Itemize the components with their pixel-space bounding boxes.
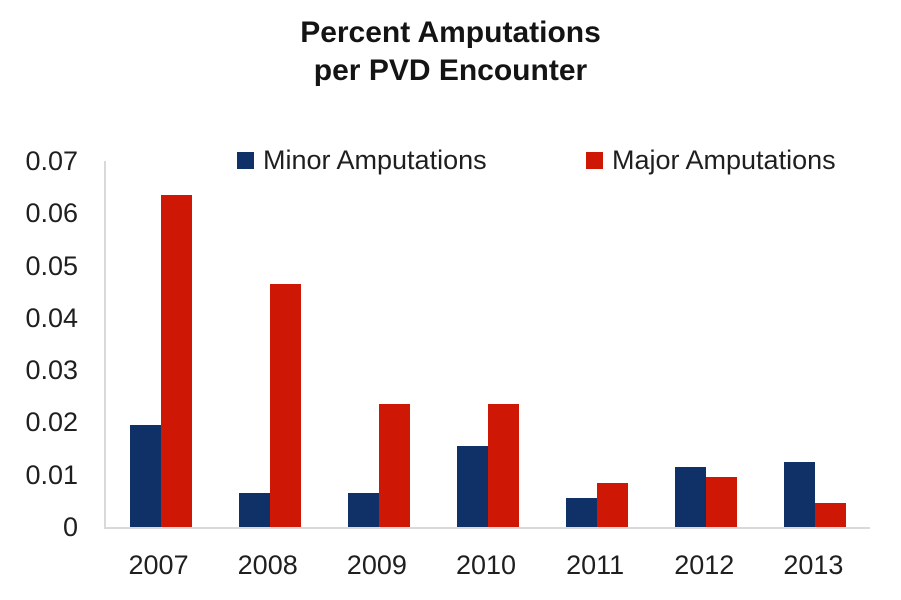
bar-major-2012 xyxy=(706,477,737,527)
bar-minor-2011 xyxy=(566,498,597,527)
x-tick-label-2009: 2009 xyxy=(346,550,407,580)
minor-series-swatch-icon xyxy=(237,151,254,169)
bar-major-2013 xyxy=(815,503,846,527)
x-tick-label-2013: 2013 xyxy=(783,550,844,580)
y-axis-labels: 0 0.01 0.02 0.03 0.04 0.05 0.06 0.07 xyxy=(4,147,78,541)
x-tick-label-2010: 2010 xyxy=(455,550,517,580)
chart-title-line1: Percent Amputations xyxy=(300,16,601,49)
legend-label-minor: Minor Amputations xyxy=(263,145,487,175)
bar-major-2011 xyxy=(597,483,628,527)
major-series-swatch-icon xyxy=(586,151,603,169)
legend-item-minor: Minor Amputations xyxy=(237,146,487,174)
chart-title: Percent Amputations per PVD Encounter xyxy=(0,14,901,90)
bar-major-2008 xyxy=(270,284,301,527)
y-tick-label: 0 xyxy=(62,512,78,542)
bar-major-2009 xyxy=(379,404,410,527)
bar-minor-2007 xyxy=(130,425,161,527)
bar-major-2007 xyxy=(161,195,192,527)
y-tick-label: 0.03 xyxy=(25,355,78,386)
legend-item-major: Major Amputations xyxy=(586,146,836,174)
y-tick-label: 0.05 xyxy=(25,250,78,281)
bar-minor-2008 xyxy=(239,493,270,527)
x-axis-labels: 2007 2008 2009 2010 2011 2012 2013 xyxy=(104,548,868,584)
y-tick-label: 0.06 xyxy=(25,198,78,229)
x-tick-label-2012: 2012 xyxy=(674,550,735,580)
chart-title-line2: per PVD Encounter xyxy=(313,54,588,87)
bar-minor-2012 xyxy=(675,467,706,527)
y-tick-label: 0.04 xyxy=(25,302,78,333)
bar-minor-2009 xyxy=(348,493,379,527)
legend: Minor Amputations Major Amputations xyxy=(0,146,901,174)
y-tick-label: 0.01 xyxy=(25,459,78,490)
plot-area xyxy=(104,161,870,529)
y-tick-label: 0.07 xyxy=(25,146,78,176)
bar-minor-2010 xyxy=(457,446,488,527)
x-tick-label-2007: 2007 xyxy=(128,550,189,580)
y-tick-label: 0.02 xyxy=(25,407,78,438)
bar-minor-2013 xyxy=(784,462,815,527)
x-tick-label-2008: 2008 xyxy=(237,550,298,580)
legend-label-major: Major Amputations xyxy=(612,145,836,175)
x-tick-label-2011: 2011 xyxy=(566,550,625,580)
bar-major-2010 xyxy=(488,404,519,527)
